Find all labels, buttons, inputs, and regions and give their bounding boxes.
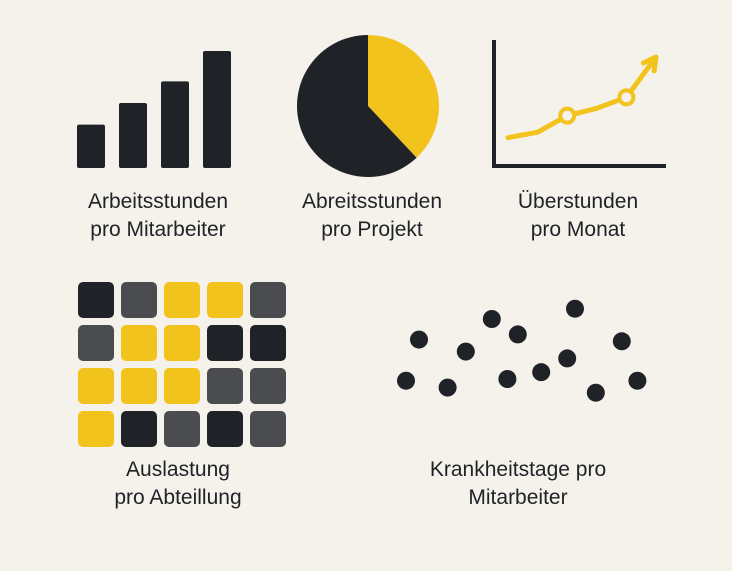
line-chart-caption: Überstunden pro Monat — [478, 188, 678, 244]
pie-chart — [297, 35, 439, 177]
bar-chart-caption-line-1: Arbeitsstunden — [87, 190, 229, 213]
pie-chart-caption-line-2: pro Projekt — [321, 218, 423, 241]
heatmap-chart-caption-line-2: pro Abteillung — [114, 486, 242, 509]
bar-chart — [77, 51, 231, 168]
heatmap-cell-3-4 — [207, 368, 243, 404]
scatter-point-2 — [410, 330, 428, 349]
scatter-chart — [397, 299, 647, 402]
line-arrowhead — [640, 54, 659, 74]
scatter-point-6 — [508, 325, 527, 344]
pie-slice-2 — [297, 35, 417, 177]
heatmap-cell-2-3 — [164, 325, 200, 361]
pie-chart-caption: Abreitsstunden pro Projekt — [272, 188, 472, 244]
line-point-3 — [558, 106, 577, 125]
scatter-chart-caption-line-1: Krankheitstage pro — [429, 458, 607, 481]
heatmap-cell-4-4 — [207, 411, 243, 447]
heatmap-cell-2-4 — [207, 325, 243, 361]
pie-slice-1 — [368, 35, 439, 158]
heatmap-cell-1-5 — [250, 282, 286, 318]
heatmap-cell-1-3 — [164, 282, 200, 318]
heatmap-cell-3-2 — [121, 368, 157, 404]
heatmap-cell-1-2 — [121, 282, 157, 318]
heatmap-cell-3-1 — [78, 368, 114, 404]
scatter-point-4 — [456, 342, 475, 361]
heatmap-cell-4-1 — [78, 411, 114, 447]
heatmap-cell-1-4 — [207, 282, 243, 318]
bar-1 — [77, 124, 105, 168]
scatter-point-13 — [628, 371, 647, 390]
bar-4 — [203, 51, 231, 168]
heatmap-cell-2-1 — [78, 325, 114, 361]
scatter-point-12 — [612, 332, 631, 351]
heatmap-chart-caption: Auslastung pro Abteillung — [70, 456, 286, 512]
bar-2 — [119, 103, 147, 168]
heatmap-cell-2-5 — [250, 325, 286, 361]
bar-3 — [161, 81, 189, 168]
pie-chart-caption-line-1: Abreitsstunden — [301, 190, 443, 213]
heatmap-cell-4-2 — [121, 411, 157, 447]
scatter-chart-caption-line-2: Mitarbeiter — [468, 486, 568, 509]
heatmap-chart — [78, 282, 286, 447]
scatter-point-10 — [566, 299, 584, 318]
scatter-point-3 — [438, 378, 457, 397]
scatter-point-9 — [558, 349, 577, 368]
scatter-point-11 — [586, 383, 605, 402]
heatmap-cell-4-5 — [250, 411, 286, 447]
scatter-point-7 — [498, 370, 517, 388]
line-chart-caption-line-1: Überstunden — [517, 190, 639, 213]
scatter-point-1 — [397, 371, 415, 390]
heatmap-cell-4-3 — [164, 411, 200, 447]
heatmap-cell-3-3 — [164, 368, 200, 404]
scatter-point-8 — [532, 363, 551, 382]
heatmap-cell-3-5 — [250, 368, 286, 404]
bar-chart-caption: Arbeitsstunden pro Mitarbeiter — [60, 188, 256, 244]
heatmap-cell-2-2 — [121, 325, 157, 361]
line-chart-caption-line-2: pro Monat — [530, 218, 626, 241]
heatmap-cell-1-1 — [78, 282, 114, 318]
heatmap-chart-caption-line-1: Auslastung — [126, 458, 230, 481]
line-point-5 — [617, 88, 636, 107]
bar-chart-caption-line-2: pro Mitarbeiter — [90, 218, 226, 241]
scatter-chart-caption: Krankheitstage pro Mitarbeiter — [400, 456, 636, 512]
line-chart — [492, 40, 666, 168]
scatter-point-5 — [482, 310, 501, 328]
